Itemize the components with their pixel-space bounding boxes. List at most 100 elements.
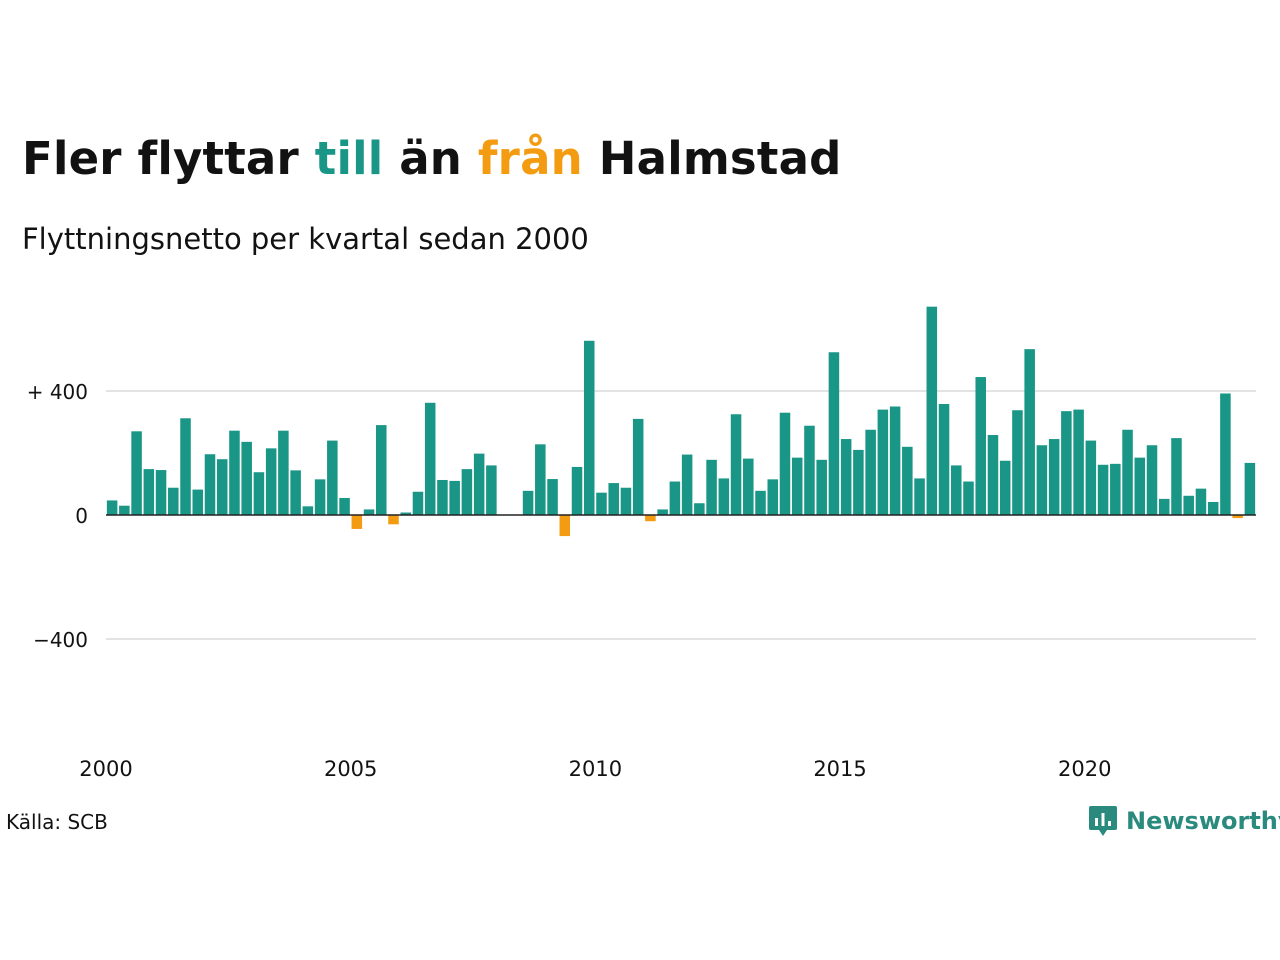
bar xyxy=(951,465,962,515)
bar xyxy=(424,402,436,515)
bar xyxy=(889,406,901,515)
bar xyxy=(143,469,155,515)
bar xyxy=(241,441,252,515)
bar xyxy=(975,377,986,515)
x-tick-label: 2005 xyxy=(324,757,377,781)
bars xyxy=(106,306,1256,537)
brand-logo: Newsworthy xyxy=(1088,804,1280,838)
grid-lines xyxy=(106,390,1256,640)
bar xyxy=(865,429,876,515)
bar xyxy=(669,481,681,515)
x-tick-label: 2000 xyxy=(79,757,132,781)
bar xyxy=(840,439,852,515)
bar xyxy=(1158,498,1170,515)
bar xyxy=(229,430,240,515)
bar xyxy=(486,465,497,515)
bar xyxy=(1024,349,1035,515)
y-tick-label: 0 xyxy=(75,504,88,528)
bar xyxy=(902,446,913,515)
bar xyxy=(314,479,326,515)
bar xyxy=(1048,439,1060,515)
bar xyxy=(963,481,974,515)
bar xyxy=(1183,495,1194,515)
bar xyxy=(351,515,363,529)
bar xyxy=(694,503,705,515)
chart-subtitle: Flyttningsnetto per kvartal sedan 2000 xyxy=(22,222,589,256)
bar xyxy=(926,306,938,515)
title-part-5: Halmstad xyxy=(598,132,842,185)
bar xyxy=(718,478,730,515)
bar xyxy=(1073,409,1084,515)
bar xyxy=(987,435,999,515)
bar xyxy=(877,409,889,515)
bar xyxy=(730,414,742,515)
bar xyxy=(376,425,387,515)
bar xyxy=(816,459,827,515)
bar xyxy=(253,472,265,515)
bar xyxy=(657,509,668,515)
bar xyxy=(828,352,840,515)
bar xyxy=(400,512,411,515)
bar xyxy=(106,500,118,515)
bar xyxy=(791,457,803,515)
bar xyxy=(119,505,130,515)
bar xyxy=(1122,429,1133,515)
bar xyxy=(596,492,607,515)
bar-chart: + 400 0 −400 2000 2005 2010 2015 2020 xyxy=(27,306,1256,781)
bar xyxy=(265,448,277,515)
title-part-till: till xyxy=(314,132,384,185)
bar xyxy=(535,444,546,515)
bar xyxy=(1244,462,1256,515)
bar xyxy=(583,340,595,515)
bar xyxy=(461,469,473,515)
bar xyxy=(706,459,717,515)
bar xyxy=(1134,457,1146,515)
bar xyxy=(388,515,399,525)
bar xyxy=(192,489,204,515)
bar xyxy=(559,515,571,537)
source-note: Källa: SCB xyxy=(6,810,108,834)
bar xyxy=(1195,488,1207,515)
bar xyxy=(1085,440,1097,515)
bar xyxy=(999,460,1011,515)
y-tick-label: −400 xyxy=(33,628,88,652)
title-part-1: Fler flyttar xyxy=(22,132,299,185)
title-part-fran: från xyxy=(477,132,583,185)
bar xyxy=(473,453,485,515)
bar xyxy=(437,479,448,515)
bar xyxy=(779,412,791,515)
bar xyxy=(1110,463,1121,515)
bar xyxy=(853,449,864,515)
bar xyxy=(1061,411,1072,515)
newsworthy-chart-bubble-icon xyxy=(1089,806,1117,836)
bar xyxy=(522,490,534,515)
bar xyxy=(767,479,779,515)
bar xyxy=(645,515,656,522)
y-tick-label: + 400 xyxy=(27,380,88,404)
x-tick-label: 2010 xyxy=(569,757,622,781)
bar xyxy=(1012,410,1023,515)
bar xyxy=(339,497,350,515)
bar xyxy=(412,491,424,515)
bar xyxy=(547,479,558,515)
bar xyxy=(363,509,375,515)
bar xyxy=(620,487,632,515)
bar xyxy=(180,418,191,515)
bar xyxy=(168,487,179,515)
x-tick-label: 2020 xyxy=(1058,757,1111,781)
bar xyxy=(681,454,693,515)
bar xyxy=(632,418,644,515)
brand-name: Newsworthy xyxy=(1126,807,1280,835)
x-tick-label: 2015 xyxy=(813,757,866,781)
bar xyxy=(131,431,142,515)
chart-title: Fler flyttar till än från Halmstad xyxy=(22,132,842,185)
bar xyxy=(155,470,167,515)
bar xyxy=(302,506,314,515)
bar xyxy=(1220,393,1231,515)
bar xyxy=(1207,501,1219,515)
bar xyxy=(290,470,301,515)
bar xyxy=(216,459,228,515)
bar xyxy=(327,440,338,515)
bar xyxy=(743,458,754,515)
bar xyxy=(278,430,289,515)
